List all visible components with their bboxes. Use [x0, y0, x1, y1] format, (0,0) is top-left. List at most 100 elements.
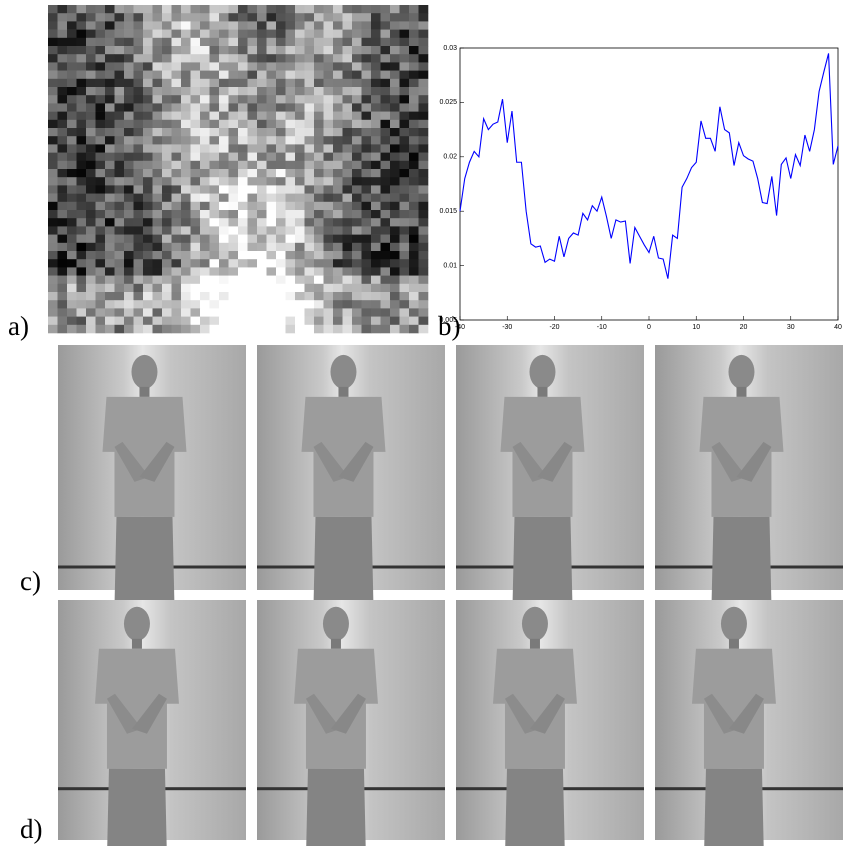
heat-cell	[114, 267, 125, 276]
heat-cell	[95, 29, 106, 39]
heat-cell	[314, 234, 324, 244]
heat-cell	[304, 54, 315, 63]
heat-cell	[171, 251, 182, 260]
heat-cell	[48, 283, 58, 293]
heat-cell	[143, 300, 153, 309]
heat-cell	[390, 78, 400, 88]
heat-cell	[342, 29, 353, 39]
heat-cell	[361, 144, 372, 153]
heat-cell	[143, 119, 153, 129]
heat-cell	[143, 62, 153, 71]
heat-cell	[285, 308, 296, 317]
heat-cell	[371, 160, 381, 170]
heat-cell	[238, 210, 248, 219]
heat-cell	[124, 185, 134, 194]
heat-cell	[361, 242, 372, 252]
heat-cell	[162, 300, 172, 309]
heat-cell	[238, 160, 248, 170]
heat-cell	[352, 5, 362, 14]
heat-cell	[152, 234, 163, 244]
heat-cell	[219, 119, 229, 129]
heat-cell	[162, 193, 172, 203]
heat-cell	[181, 259, 191, 268]
heat-cell	[209, 300, 220, 309]
heat-cell	[95, 234, 106, 244]
heat-cell	[76, 324, 87, 334]
heat-cell	[190, 119, 201, 129]
heat-cell	[209, 210, 220, 219]
heat-cell	[371, 177, 381, 186]
heat-cell	[162, 62, 172, 71]
heat-cell	[314, 275, 324, 285]
heat-cell	[76, 13, 87, 22]
heat-cell	[380, 119, 391, 129]
heat-cell	[124, 226, 134, 235]
heat-cell	[238, 54, 248, 63]
heat-cell	[86, 234, 96, 244]
heat-cell	[371, 283, 381, 293]
heat-cell	[114, 54, 125, 63]
heat-cell	[105, 95, 115, 104]
heat-cell	[418, 308, 429, 317]
heat-cell	[247, 185, 258, 194]
heat-cell	[352, 300, 362, 309]
heat-cell	[95, 78, 106, 88]
heat-cell	[219, 218, 229, 227]
heat-cell	[266, 144, 277, 153]
heat-cell	[295, 160, 305, 170]
heat-cell	[133, 177, 144, 186]
heat-cell	[333, 78, 343, 88]
heat-cell	[105, 275, 115, 285]
heat-cell	[342, 292, 353, 301]
heat-cell	[371, 226, 381, 235]
heat-cell	[323, 283, 334, 293]
heat-cell	[352, 210, 362, 219]
heat-cell	[48, 316, 58, 326]
heat-cell	[418, 283, 429, 293]
heat-cell	[276, 259, 286, 268]
heat-cell	[399, 308, 410, 317]
heat-cell	[304, 87, 315, 96]
heat-cell	[304, 251, 315, 260]
heat-cell	[48, 87, 58, 96]
heat-cell	[371, 275, 381, 285]
heat-cell	[285, 300, 296, 309]
heat-cell	[247, 5, 258, 14]
heat-cell	[152, 193, 163, 203]
heat-cell	[171, 152, 182, 162]
heat-cell	[152, 259, 163, 268]
heat-cell	[314, 292, 324, 301]
heat-cell	[257, 37, 267, 47]
heat-cell	[399, 78, 410, 88]
heat-cell	[219, 144, 229, 153]
heat-cell	[114, 292, 125, 301]
heat-cell	[314, 316, 324, 326]
heat-cell	[86, 169, 96, 178]
heat-cell	[352, 316, 362, 326]
heat-cell	[247, 201, 258, 211]
heat-cell	[67, 300, 77, 309]
heat-cell	[238, 193, 248, 203]
heat-cell	[190, 308, 201, 317]
heat-cell	[257, 128, 267, 137]
heat-cell	[190, 177, 201, 186]
heat-cell	[114, 144, 125, 153]
heat-cell	[247, 292, 258, 301]
heat-cell	[219, 37, 229, 47]
heat-cell	[352, 324, 362, 334]
heat-cell	[238, 234, 248, 244]
heat-cell	[86, 160, 96, 170]
heat-cell	[399, 70, 410, 80]
heat-cell	[380, 136, 391, 145]
heat-cell	[190, 87, 201, 96]
heat-cell	[238, 275, 248, 285]
heat-cell	[105, 242, 115, 252]
heat-cell	[399, 144, 410, 153]
heat-cell	[209, 218, 220, 227]
heat-cell	[152, 177, 163, 186]
heat-cell	[247, 316, 258, 326]
heat-cell	[67, 169, 77, 178]
heat-cell	[76, 308, 87, 317]
heat-cell	[285, 46, 296, 55]
heat-cell	[219, 169, 229, 178]
